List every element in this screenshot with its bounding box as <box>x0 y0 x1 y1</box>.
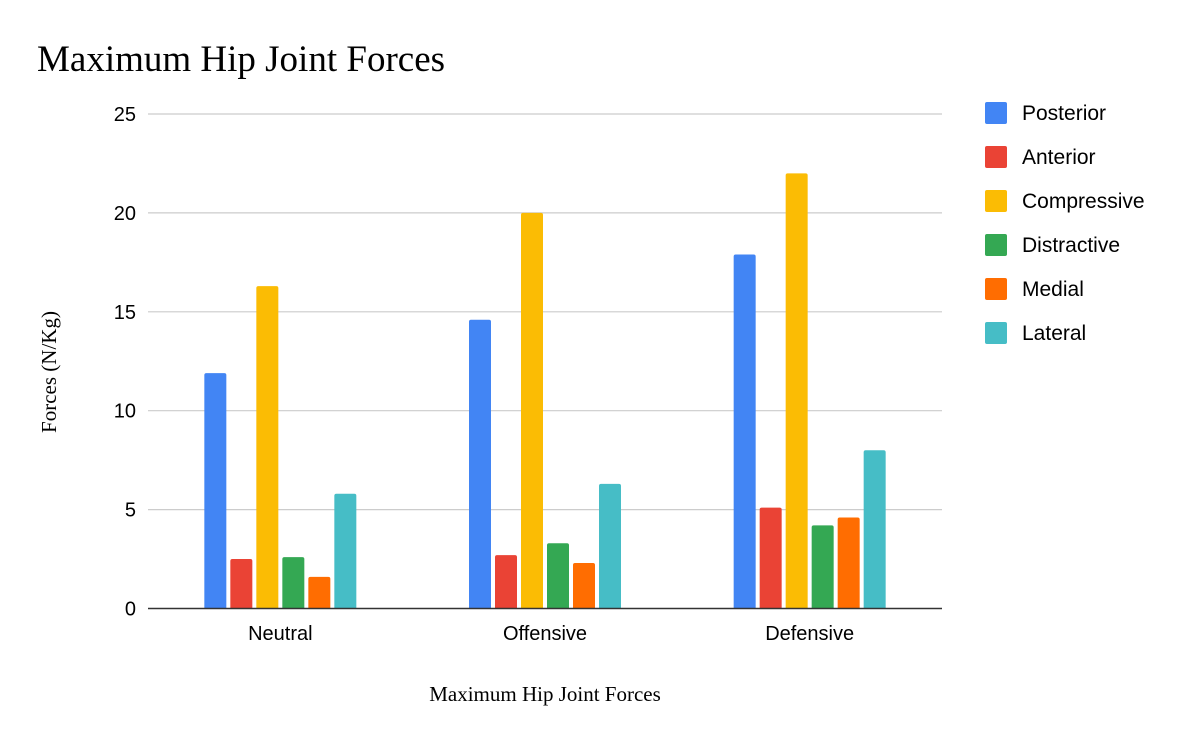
y-tick-label: 25 <box>114 104 136 126</box>
legend-swatch-distractive <box>985 234 1007 256</box>
legend-swatch-anterior <box>985 146 1007 168</box>
legend-label-lateral: Lateral <box>1022 322 1086 345</box>
x-tick-label: Defensive <box>765 623 854 645</box>
bar-lateral-neutral <box>334 493 357 609</box>
y-axis-label: Forces (N/Kg) <box>37 311 61 433</box>
x-tick-label: Offensive <box>503 623 587 645</box>
bar-posterior-offensive <box>469 319 491 609</box>
bar-distractive-offensive <box>547 543 569 609</box>
y-tick-label: 15 <box>114 302 136 324</box>
bar-anterior-offensive <box>495 555 517 609</box>
bar-medial-offensive <box>573 563 595 609</box>
x-axis-tick-labels: Neutral Offensive Defensive <box>248 623 854 645</box>
bar-posterior-neutral <box>204 373 227 609</box>
y-axis-tick-labels: 0 5 10 15 20 25 <box>114 104 136 621</box>
y-tick-label: 20 <box>114 203 136 225</box>
chart-title: Maximum Hip Joint Forces <box>37 39 445 80</box>
bar-compressive-neutral <box>256 286 279 609</box>
legend-label-compressive: Compressive <box>1022 190 1145 213</box>
bar-compressive-defensive <box>785 173 808 609</box>
bar-distractive-neutral <box>282 557 305 609</box>
bar-anterior-defensive <box>759 507 782 609</box>
legend-swatch-compressive <box>985 190 1007 212</box>
gridlines <box>148 113 942 511</box>
bar-compressive-offensive <box>521 212 543 609</box>
bar-anterior-neutral <box>230 559 253 609</box>
bar-posterior-defensive <box>733 254 756 609</box>
bar-distractive-defensive <box>811 525 834 609</box>
bar-medial-neutral <box>308 576 331 609</box>
bar-lateral-offensive <box>599 483 621 609</box>
legend-label-medial: Medial <box>1022 278 1084 301</box>
x-axis-label: Maximum Hip Joint Forces <box>429 682 661 706</box>
bars <box>204 173 886 609</box>
y-tick-label: 10 <box>114 401 136 423</box>
y-tick-label: 5 <box>125 500 136 522</box>
legend-label-posterior: Posterior <box>1022 102 1106 125</box>
legend-swatch-posterior <box>985 102 1007 124</box>
legend: Posterior Anterior Compressive Distractive M… <box>985 102 1145 345</box>
legend-label-anterior: Anterior <box>1022 146 1096 169</box>
bar-medial-defensive <box>837 517 860 609</box>
legend-label-distractive: Distractive <box>1022 234 1120 257</box>
bar-lateral-defensive <box>863 450 886 609</box>
legend-swatch-lateral <box>985 322 1007 344</box>
y-tick-label: 0 <box>125 599 136 621</box>
x-tick-label: Neutral <box>248 623 312 645</box>
legend-swatch-medial <box>985 278 1007 300</box>
